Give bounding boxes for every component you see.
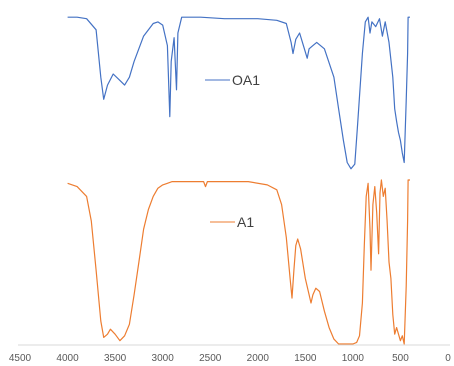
legend-oa1: OA1 <box>205 72 260 88</box>
series-line-a1 <box>67 179 410 345</box>
legend-a1: A1 <box>210 214 254 230</box>
plot-area <box>67 16 410 345</box>
x-tick-label: 1500 <box>294 353 317 364</box>
x-tick-label: 4000 <box>56 353 79 364</box>
x-tick-label: 2500 <box>199 353 222 364</box>
x-tick-label: 4500 <box>9 353 32 364</box>
x-tick-label: 3000 <box>152 353 175 364</box>
x-axis-tick-labels: 4500 4000 3500 3000 2500 2000 1500 1000 500 0 <box>9 353 451 364</box>
x-tick-label: 2000 <box>247 353 270 364</box>
x-tick-label: 500 <box>392 353 409 364</box>
legend-a1-label: A1 <box>237 214 254 230</box>
series-line-oa1 <box>67 16 410 170</box>
x-tick-label: 0 <box>445 353 451 364</box>
x-tick-label: 1000 <box>342 353 365 364</box>
x-tick-label: 3500 <box>104 353 127 364</box>
legend-oa1-label: OA1 <box>232 72 260 88</box>
